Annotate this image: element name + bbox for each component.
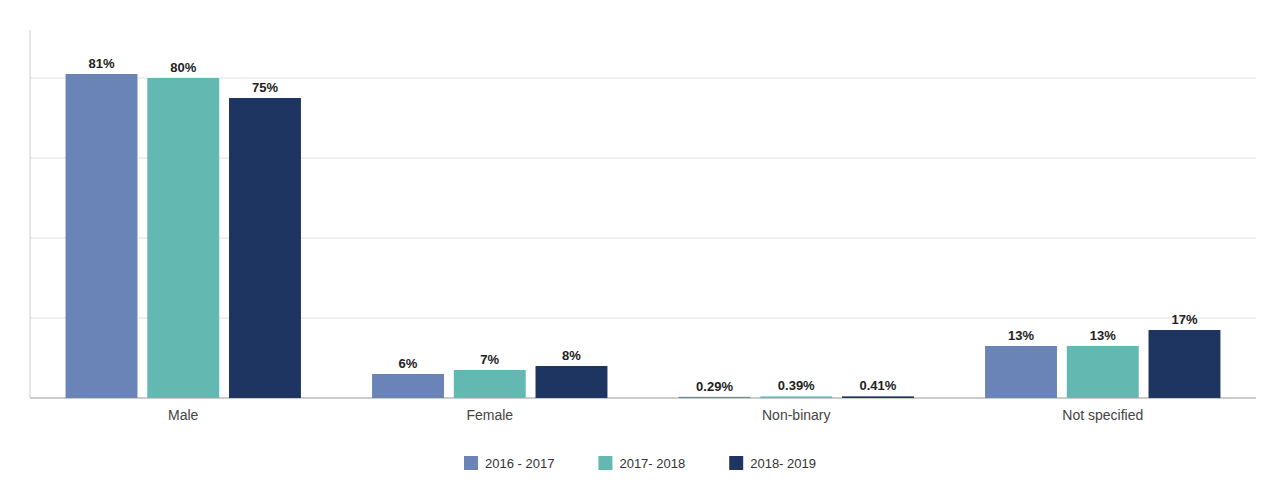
- legend-item: 2018- 2019: [729, 456, 816, 471]
- legend-item: 2016 - 2017: [464, 456, 554, 471]
- bar: [372, 374, 444, 398]
- x-tick-label: Female: [466, 407, 513, 423]
- data-label: 13%: [1090, 328, 1116, 343]
- x-tick-label: Not specified: [1062, 407, 1143, 423]
- bar: [760, 396, 832, 398]
- x-tick-label: Male: [168, 407, 199, 423]
- bar: [454, 370, 526, 398]
- bar: [147, 78, 219, 398]
- legend: 2016 - 2017 2017- 2018 2018- 2019: [464, 456, 816, 471]
- x-tick-label: Non-binary: [762, 407, 830, 423]
- data-label: 0.41%: [860, 378, 897, 393]
- bar: [536, 366, 608, 398]
- data-label: 81%: [89, 56, 115, 71]
- data-labels: 81% 6% 0.29% 13% 80% 7% 0.39% 13% 75% 8% 0.41% 17%: [89, 56, 1198, 394]
- legend-label: 2016 - 2017: [485, 456, 554, 471]
- bar: [985, 346, 1057, 398]
- data-label: 0.29%: [696, 379, 733, 394]
- grid: [30, 78, 1256, 398]
- chart: 81% 6% 0.29% 13% 80% 7% 0.39% 13% 75% 8% 0.41% 17% M…: [0, 0, 1280, 498]
- bar: [1149, 330, 1221, 398]
- data-label: 75%: [252, 80, 278, 95]
- legend-label: 2017- 2018: [619, 456, 685, 471]
- data-label: 13%: [1008, 328, 1034, 343]
- bar: [842, 396, 914, 398]
- chart-container: 81% 6% 0.29% 13% 80% 7% 0.39% 13% 75% 8% 0.41% 17% M…: [0, 0, 1280, 498]
- data-label: 17%: [1171, 312, 1197, 327]
- data-label: 80%: [170, 60, 196, 75]
- bar: [229, 98, 301, 398]
- data-label: 8%: [562, 348, 581, 363]
- legend-item: 2017- 2018: [598, 456, 685, 471]
- x-axis: Male Female Non-binary Not specified: [168, 407, 1143, 423]
- legend-label: 2018- 2019: [750, 456, 816, 471]
- bar: [66, 74, 138, 398]
- data-label: 0.39%: [778, 378, 815, 393]
- legend-swatch: [729, 456, 743, 470]
- data-label: 7%: [480, 352, 499, 367]
- y-axis-line: [30, 30, 31, 398]
- data-label: 6%: [399, 356, 418, 371]
- legend-swatch: [598, 456, 612, 470]
- bar: [679, 397, 751, 398]
- legend-swatch: [464, 456, 478, 470]
- bar: [1067, 346, 1139, 398]
- bars: [66, 74, 1221, 398]
